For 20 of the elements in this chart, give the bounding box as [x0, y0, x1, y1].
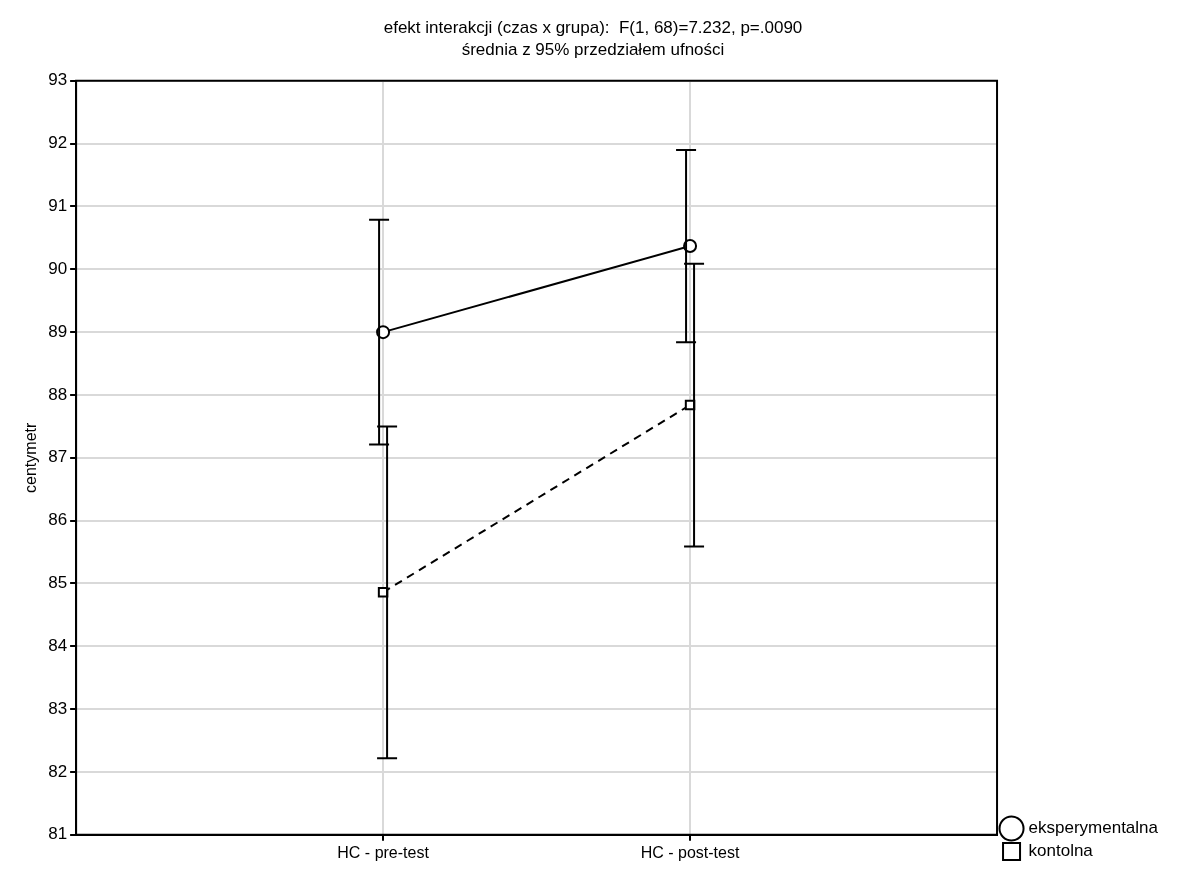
legend-label: kontolna	[1028, 841, 1094, 861]
y-tick-label: 87	[48, 447, 68, 467]
y-tick-label: 89	[48, 321, 68, 341]
y-tick-label: 90	[48, 258, 68, 278]
y-tick-label: 92	[48, 133, 68, 153]
chart-title: efekt interakcji (czas x grupa): F(1, 68)=7.232, p=.0090	[383, 17, 803, 37]
y-tick-label: 88	[48, 384, 68, 404]
chart-subtitle: średnia z 95% przedziałem ufności	[461, 40, 725, 60]
y-tick-label: 91	[48, 196, 68, 216]
legend-label: eksperymentalna	[1028, 818, 1159, 838]
x-tick-label: HC - pre-test	[337, 843, 430, 861]
y-axis-title: centymetr	[22, 422, 40, 493]
y-tick-label: 83	[48, 698, 68, 718]
x-tick-label: HC - post-test	[640, 843, 740, 861]
y-tick-label: 85	[48, 573, 68, 593]
y-tick-label: 82	[48, 761, 68, 781]
y-tick-label: 93	[48, 70, 68, 90]
y-tick-label: 84	[48, 635, 68, 655]
y-tick-label: 81	[48, 824, 68, 844]
y-tick-label: 86	[48, 510, 68, 530]
